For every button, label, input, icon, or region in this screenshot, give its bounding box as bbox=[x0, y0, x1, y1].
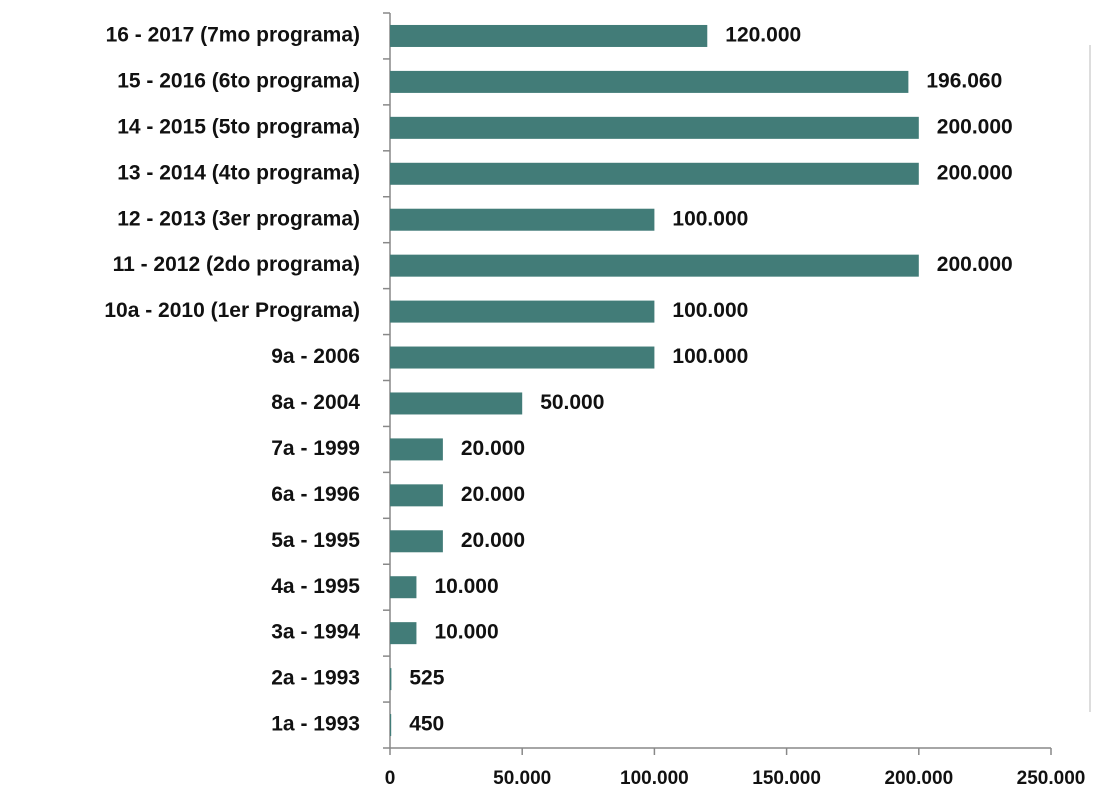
x-tick-label: 0 bbox=[385, 768, 396, 789]
value-label: 196.060 bbox=[926, 69, 1002, 92]
y-tick-label: 8a - 2004 bbox=[271, 391, 360, 414]
x-tick-label: 100.000 bbox=[620, 768, 689, 789]
value-label: 200.000 bbox=[937, 161, 1013, 184]
bar bbox=[390, 622, 417, 645]
y-tick-label: 13 - 2014 (4to programa) bbox=[117, 161, 360, 184]
value-label: 100.000 bbox=[672, 345, 748, 368]
bar bbox=[390, 208, 655, 231]
value-label: 20.000 bbox=[461, 483, 525, 506]
y-tick-label: 12 - 2013 (3er programa) bbox=[117, 207, 360, 230]
y-tick-label: 3a - 1994 bbox=[271, 621, 360, 644]
bar bbox=[390, 392, 523, 415]
value-label: 20.000 bbox=[461, 437, 525, 460]
y-tick-label: 1a - 1993 bbox=[271, 713, 360, 736]
value-label: 20.000 bbox=[461, 529, 525, 552]
y-tick-label: 16 - 2017 (7mo programa) bbox=[106, 24, 360, 47]
bar bbox=[390, 300, 655, 323]
value-label: 525 bbox=[409, 667, 444, 690]
value-label: 10.000 bbox=[434, 621, 498, 644]
bar bbox=[390, 24, 708, 47]
bar bbox=[390, 530, 443, 553]
y-tick-label: 15 - 2016 (6to programa) bbox=[117, 69, 360, 92]
value-label: 10.000 bbox=[434, 575, 498, 598]
y-tick-label: 9a - 2006 bbox=[271, 345, 360, 368]
x-tick-label: 50.000 bbox=[493, 768, 551, 789]
bar bbox=[390, 162, 919, 185]
value-label: 200.000 bbox=[937, 253, 1013, 276]
y-tick-label: 10a - 2010 (1er Programa) bbox=[104, 299, 360, 322]
value-label: 100.000 bbox=[672, 207, 748, 230]
bar bbox=[390, 346, 655, 369]
x-tick-label: 200.000 bbox=[884, 768, 953, 789]
x-tick-label: 250.000 bbox=[1017, 768, 1086, 789]
y-tick-label: 7a - 1999 bbox=[271, 437, 360, 460]
value-label: 50.000 bbox=[540, 391, 604, 414]
y-tick-label: 6a - 1996 bbox=[271, 483, 360, 506]
value-label: 200.000 bbox=[937, 115, 1013, 138]
bar bbox=[390, 438, 443, 461]
y-tick-label: 14 - 2015 (5to programa) bbox=[117, 115, 360, 138]
value-label: 100.000 bbox=[672, 299, 748, 322]
value-label: 120.000 bbox=[725, 24, 801, 47]
bar bbox=[390, 254, 919, 277]
bar bbox=[390, 70, 909, 93]
x-tick-label: 150.000 bbox=[752, 768, 821, 789]
bar bbox=[390, 576, 417, 599]
bar bbox=[390, 116, 919, 139]
bar bbox=[390, 668, 392, 691]
y-tick-label: 4a - 1995 bbox=[271, 575, 360, 598]
bar bbox=[390, 714, 392, 737]
value-label: 450 bbox=[409, 713, 444, 736]
y-tick-label: 2a - 1993 bbox=[271, 667, 360, 690]
bar bbox=[390, 484, 443, 507]
y-tick-label: 5a - 1995 bbox=[271, 529, 360, 552]
y-tick-label: 11 - 2012 (2do programa) bbox=[113, 253, 360, 276]
